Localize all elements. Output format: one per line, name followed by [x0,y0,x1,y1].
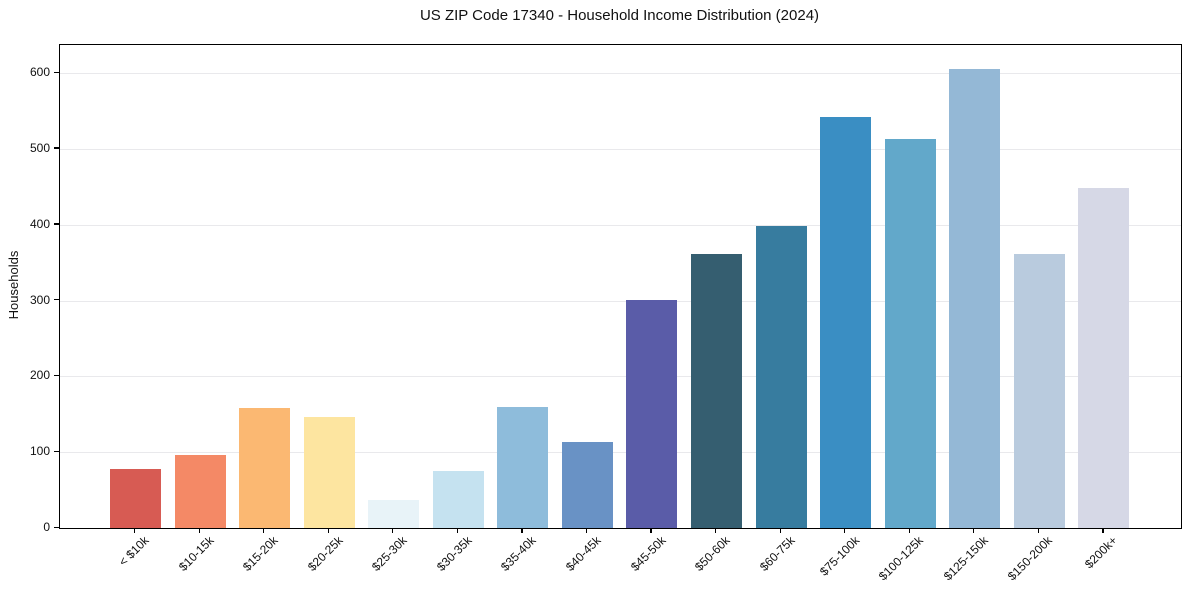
x-tick-label: $150-200k [1005,533,1056,584]
x-tick-label: $25-30k [369,533,410,574]
y-tick-mark [54,71,59,73]
x-tick-label: $10-15k [175,533,217,574]
x-tick-mark [263,528,265,533]
gridline-y-600 [60,73,1181,75]
y-tick-label: 100 [29,444,50,459]
gridline-y-100 [60,452,1181,454]
y-tick-mark [54,299,59,301]
y-tick-label: 0 [43,520,50,534]
bar-40-45k [561,442,613,528]
bar-10k [110,468,161,528]
x-tick-label: $125-150k [940,533,991,584]
bar-200k+ [1078,188,1130,528]
y-tick-label: 500 [29,140,50,155]
bar-75-100k [820,117,872,528]
gridline-y-300 [60,300,1181,302]
x-tick-mark [521,528,523,533]
x-tick-label: $60-75k [756,533,798,574]
x-tick-label: $35-40k [498,533,540,574]
bar-15-20k [239,408,291,528]
x-tick-label: $200k+ [1081,533,1120,572]
y-tick-mark [54,526,59,528]
bar-10-15k [174,455,226,528]
x-tick-mark [779,528,781,533]
x-tick-label: $40-45k [562,533,604,574]
x-tick-label: $30-35k [433,533,475,574]
y-axis-label: Households [6,250,21,320]
plot-area [59,44,1182,529]
x-tick-mark [585,528,588,533]
gridline-y-500 [60,148,1181,150]
bar-25-30k [368,499,420,528]
gridline-y-400 [60,224,1181,226]
y-tick-mark [54,374,59,377]
x-tick-label: $100-125k [876,533,927,584]
x-tick-mark [973,528,975,533]
x-tick-label: $45-50k [627,533,669,574]
x-tick-mark [134,528,136,533]
gridline-y-200 [60,376,1181,378]
y-tick-label: 600 [29,65,50,80]
x-tick-label: $15-20k [240,533,281,574]
x-tick-mark [650,528,652,533]
bar-125-150k [949,69,1001,528]
x-tick-mark [908,528,910,533]
x-tick-mark [1102,528,1104,533]
x-tick-mark [327,528,329,533]
bar-35-40k [497,407,549,528]
bar-150-200k [1013,253,1065,528]
x-tick-label: $75-100k [816,533,862,579]
bar-50-60k [690,253,742,528]
x-tick-mark [844,528,846,533]
bar-45-50k [626,299,678,528]
y-tick-label: 300 [29,292,50,307]
y-tick-mark [54,223,59,225]
y-tick-label: 400 [29,216,50,231]
chart-title: US ZIP Code 17340 - Household Income Dis… [419,7,820,24]
y-tick-mark [54,450,59,452]
x-tick-label: $20-25k [304,533,346,574]
x-tick-mark [392,528,394,533]
bar-20-25k [303,417,355,528]
x-tick-mark [198,528,200,533]
x-tick-mark [1037,528,1039,533]
x-tick-label: $50-60k [692,533,733,574]
bar-60-75k [755,226,807,528]
x-tick-label: < $10k [116,533,152,569]
x-tick-mark [456,528,459,533]
bar-30-35k [432,471,484,528]
bar-100-125k [884,139,936,528]
x-tick-mark [714,528,717,533]
y-tick-mark [54,147,59,149]
y-tick-label: 200 [29,368,50,383]
